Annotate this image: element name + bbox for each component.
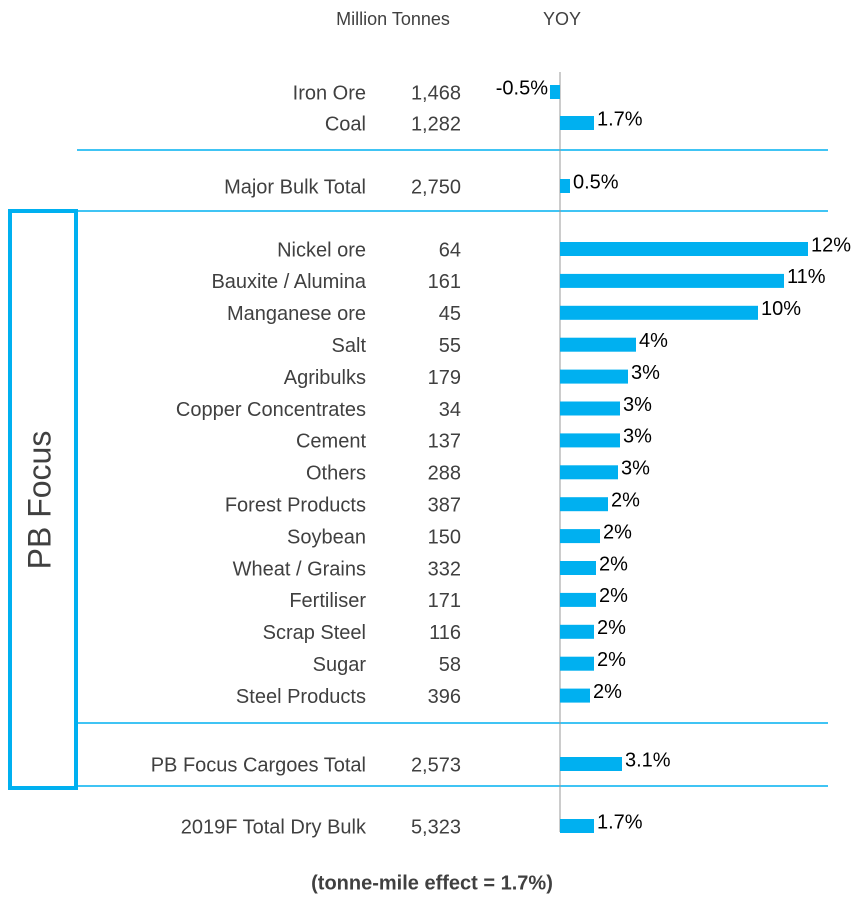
- tonnes-label: 5,323: [411, 816, 461, 838]
- tonnes-label: 2,573: [411, 754, 461, 776]
- column-header: YOY: [543, 9, 581, 29]
- bar: [560, 592, 596, 607]
- bar: [560, 561, 596, 575]
- bar: [560, 624, 594, 639]
- category-label: Forest Products: [225, 494, 366, 516]
- value-label: 2%: [603, 521, 632, 543]
- tonnes-label: 34: [439, 399, 461, 421]
- bar: [560, 242, 808, 256]
- value-label: 12%: [811, 234, 851, 256]
- category-label: Cement: [296, 431, 366, 453]
- bar: [560, 688, 590, 703]
- tonnes-label: 179: [428, 367, 461, 389]
- value-label: 3%: [623, 426, 652, 448]
- category-label: Bauxite / Alumina: [211, 271, 366, 293]
- note: (tonne-mile effect = 1.7%): [311, 872, 553, 894]
- category-label: Copper Concentrates: [176, 399, 366, 421]
- value-label: 2%: [611, 489, 640, 511]
- bar: [560, 819, 594, 833]
- value-label: 1.7%: [597, 108, 643, 130]
- bar: [560, 305, 758, 320]
- category-label: Agribulks: [284, 367, 366, 389]
- value-label: 3%: [631, 362, 660, 384]
- category-label: Manganese ore: [227, 303, 366, 325]
- category-label: 2019F Total Dry Bulk: [181, 816, 367, 838]
- value-label: 2%: [599, 553, 628, 575]
- column-header: Million Tonnes: [336, 9, 450, 29]
- bar: [560, 179, 570, 193]
- bar: [560, 656, 594, 671]
- tonnes-label: 1,282: [411, 113, 461, 135]
- bar: [560, 337, 636, 352]
- category-label: Iron Ore: [293, 82, 366, 104]
- value-label: 2%: [597, 617, 626, 639]
- tonnes-label: 116: [429, 622, 461, 644]
- tonnes-label: 45: [439, 303, 461, 325]
- bar: [560, 497, 608, 512]
- bar: [550, 85, 560, 99]
- tonnes-label: 396: [428, 686, 461, 708]
- bar: [560, 465, 618, 480]
- value-label: 4%: [639, 330, 668, 352]
- value-label: -0.5%: [496, 77, 548, 99]
- tonnes-label: 387: [428, 494, 461, 516]
- bar: [560, 401, 620, 416]
- value-label: 1.7%: [597, 811, 643, 833]
- bar: [560, 273, 784, 288]
- value-label: 3%: [621, 458, 650, 480]
- bar: [560, 369, 628, 384]
- value-label: 2%: [599, 585, 628, 607]
- tonnes-label: 171: [428, 590, 461, 612]
- category-label: Wheat / Grains: [233, 558, 366, 580]
- category-label: Coal: [325, 113, 366, 135]
- category-label: Soybean: [287, 526, 366, 548]
- tonnes-label: 288: [428, 463, 461, 485]
- value-label: 0.5%: [573, 171, 619, 193]
- tonnes-label: 150: [428, 526, 461, 548]
- bar: [560, 529, 600, 544]
- value-label: 11%: [787, 266, 826, 288]
- category-label: Scrap Steel: [263, 622, 366, 644]
- group-box: [8, 209, 78, 790]
- bar: [560, 433, 620, 448]
- category-label: Nickel ore: [277, 239, 366, 261]
- category-label: Sugar: [313, 654, 367, 676]
- category-label: Others: [306, 463, 366, 485]
- bar: [560, 116, 594, 130]
- value-label: 3%: [623, 394, 652, 416]
- tonnes-label: 58: [439, 654, 461, 676]
- category-label: Salt: [332, 335, 367, 357]
- category-label: Major Bulk Total: [224, 176, 366, 198]
- category-label: PB Focus Cargoes Total: [151, 754, 366, 776]
- tonnes-label: 332: [428, 558, 461, 580]
- value-label: 10%: [761, 298, 801, 320]
- tonnes-label: 2,750: [411, 176, 461, 198]
- separators: [77, 149, 828, 787]
- group-label: PB Focus: [21, 431, 57, 570]
- tonnes-label: 137: [428, 431, 461, 453]
- category-label: Fertiliser: [289, 590, 366, 612]
- tonnes-label: 1,468: [411, 82, 461, 104]
- value-label: 2%: [593, 681, 622, 703]
- bar: [560, 757, 622, 771]
- tonnes-label: 161: [428, 271, 461, 293]
- value-label: 2%: [597, 649, 626, 671]
- category-label: Steel Products: [236, 686, 366, 708]
- tonnes-label: 55: [439, 335, 461, 357]
- value-label: 3.1%: [625, 749, 671, 771]
- tonnes-label: 64: [439, 239, 461, 261]
